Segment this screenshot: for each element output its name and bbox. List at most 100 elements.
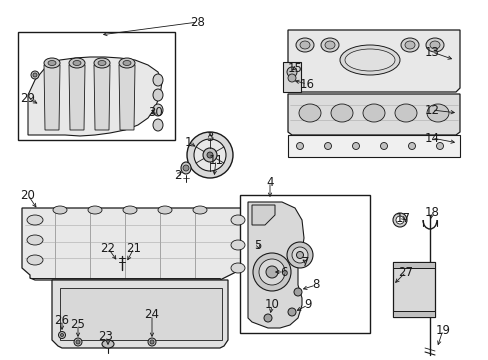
Bar [287,135,459,157]
Text: 5: 5 [254,239,261,252]
Text: 12: 12 [424,104,439,117]
Text: 7: 7 [302,256,309,269]
Ellipse shape [123,60,131,66]
Polygon shape [69,65,85,130]
Text: 3: 3 [206,131,213,144]
Text: 24: 24 [144,309,159,321]
Text: 29: 29 [20,91,36,104]
Text: 19: 19 [435,324,449,337]
Ellipse shape [395,216,403,224]
Ellipse shape [183,165,189,171]
Ellipse shape [48,60,56,66]
Ellipse shape [252,253,290,291]
Ellipse shape [59,332,65,338]
Ellipse shape [148,338,156,346]
Text: 25: 25 [70,319,85,332]
Bar [392,311,434,317]
Ellipse shape [203,148,217,162]
Polygon shape [247,202,304,328]
Ellipse shape [150,340,154,344]
Ellipse shape [230,263,244,273]
Ellipse shape [296,252,303,258]
Text: 9: 9 [304,298,311,311]
Ellipse shape [31,71,39,79]
Bar [18,32,175,140]
Text: 10: 10 [264,298,279,311]
Ellipse shape [345,49,394,71]
Ellipse shape [102,340,114,348]
Bar [60,288,222,340]
Text: 21: 21 [126,242,141,255]
Text: 6: 6 [280,266,287,279]
Ellipse shape [380,143,386,149]
Ellipse shape [27,215,43,225]
Text: 1: 1 [184,135,191,149]
Bar [392,262,434,317]
Ellipse shape [53,206,67,214]
Text: 16: 16 [299,77,314,90]
Ellipse shape [407,143,415,149]
Text: 17: 17 [395,212,409,225]
Ellipse shape [400,38,418,52]
Text: 22: 22 [101,242,115,255]
Ellipse shape [392,213,406,227]
Text: 15: 15 [287,62,302,75]
Ellipse shape [287,308,295,316]
Polygon shape [28,57,162,136]
Ellipse shape [74,338,82,346]
Ellipse shape [98,60,106,66]
Ellipse shape [264,314,271,322]
Ellipse shape [259,259,285,285]
Ellipse shape [429,41,439,49]
Ellipse shape [153,89,163,101]
Text: 14: 14 [424,131,439,144]
Polygon shape [287,94,459,135]
Ellipse shape [299,41,309,49]
Ellipse shape [330,104,352,122]
Ellipse shape [193,206,206,214]
Ellipse shape [27,255,43,265]
Ellipse shape [61,333,63,337]
Ellipse shape [394,104,416,122]
Ellipse shape [44,58,60,68]
Ellipse shape [194,139,225,171]
Ellipse shape [153,119,163,131]
Text: 8: 8 [312,279,319,292]
Ellipse shape [425,38,443,52]
Ellipse shape [73,60,81,66]
Ellipse shape [286,242,312,268]
Polygon shape [44,65,60,130]
Polygon shape [251,205,274,225]
Polygon shape [22,208,249,280]
Text: 4: 4 [265,176,273,189]
Text: 27: 27 [398,266,413,279]
Ellipse shape [123,206,137,214]
Ellipse shape [119,58,135,68]
Ellipse shape [153,74,163,86]
Text: 2: 2 [174,168,182,181]
Ellipse shape [230,215,244,225]
Ellipse shape [265,266,278,278]
Text: 13: 13 [424,45,439,59]
Text: 30: 30 [148,105,163,118]
Text: 20: 20 [20,189,35,202]
Bar [283,62,301,92]
Polygon shape [94,65,110,130]
Ellipse shape [436,143,443,149]
Ellipse shape [287,74,295,82]
Ellipse shape [158,206,172,214]
Ellipse shape [186,132,232,178]
Ellipse shape [324,143,331,149]
Ellipse shape [352,143,359,149]
Ellipse shape [298,104,320,122]
Ellipse shape [206,152,213,158]
Text: 28: 28 [190,15,205,28]
Ellipse shape [339,45,399,75]
Ellipse shape [320,38,338,52]
Ellipse shape [362,104,384,122]
Text: 23: 23 [99,330,113,343]
Ellipse shape [33,73,37,77]
Ellipse shape [76,340,80,344]
Ellipse shape [286,67,296,77]
Polygon shape [52,280,227,348]
